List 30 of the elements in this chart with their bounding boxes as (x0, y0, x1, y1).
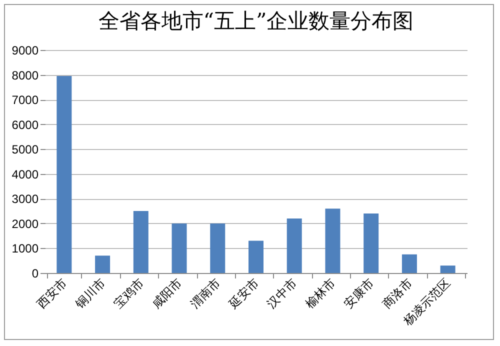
x-tick-label: 宝鸡市 (111, 276, 146, 311)
bar (210, 223, 226, 273)
y-tick-label: 6000 (12, 118, 39, 132)
y-tick-label: 0 (32, 266, 39, 280)
bar (56, 76, 72, 273)
bar (364, 214, 379, 273)
bar (286, 218, 302, 273)
y-tick-label: 8000 (12, 68, 39, 82)
y-tick-label: 5000 (12, 142, 39, 157)
x-tick-label: 榆林市 (302, 276, 338, 311)
y-tick-label: 7000 (12, 93, 39, 108)
bar (325, 208, 340, 273)
y-tick-label: 9000 (12, 44, 39, 58)
y-tick-label: 1000 (12, 242, 39, 256)
y-tick-label: 3000 (12, 192, 39, 206)
y-tick-label: 4000 (12, 167, 39, 182)
x-tick-label: 汉中市 (264, 276, 300, 311)
y-tick-label: 2000 (12, 216, 39, 231)
bar (95, 256, 110, 273)
chart-title: 全省各地市“五上”企业数量分布图 (98, 9, 414, 33)
bar (133, 211, 148, 273)
bar (248, 240, 264, 273)
x-tick-label: 延安市 (225, 276, 262, 312)
x-tick-label: 铜川市 (72, 276, 108, 312)
x-tick-label: 安康市 (341, 276, 377, 311)
bar (172, 223, 187, 273)
bar (402, 254, 417, 273)
x-tick-label: 咸阳市 (149, 276, 185, 311)
x-tick-label: 渭南市 (188, 276, 224, 311)
bar (440, 266, 456, 273)
